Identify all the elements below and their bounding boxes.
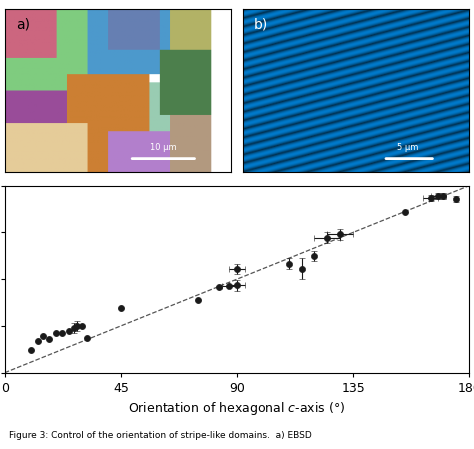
X-axis label: Orientation of hexagonal $c$-axis (°): Orientation of hexagonal $c$-axis (°) xyxy=(128,400,346,417)
Text: a): a) xyxy=(16,17,30,31)
Text: Figure 3: Control of the orientation of stripe-like domains.  a) EBSD: Figure 3: Control of the orientation of … xyxy=(9,431,312,440)
Text: b): b) xyxy=(254,17,268,31)
Text: 10 μm: 10 μm xyxy=(150,144,177,153)
Text: 5 μm: 5 μm xyxy=(397,144,419,153)
